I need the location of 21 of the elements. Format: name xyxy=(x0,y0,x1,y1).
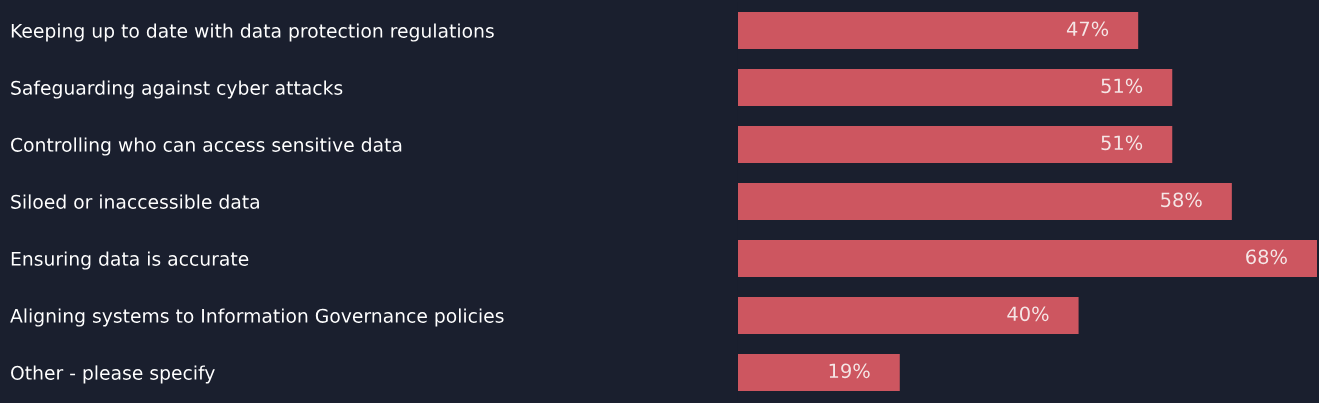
bar xyxy=(738,296,1079,335)
data-label: 58% xyxy=(1161,192,1202,208)
y-tick-label: Ensuring data is accurate xyxy=(11,251,249,270)
y-tick-label: Controlling who can access sensitive data xyxy=(11,137,402,156)
data-label: 51% xyxy=(1101,135,1143,151)
bar xyxy=(738,239,1317,278)
y-tick-label: Safeguarding against cyber attacks xyxy=(11,80,343,99)
data-label: 19% xyxy=(829,363,870,379)
data-label: 51% xyxy=(1101,78,1143,94)
bar xyxy=(738,125,1173,164)
y-tick-label: Aligning systems to Information Governance policies xyxy=(10,308,504,327)
y-tick-label: Keeping up to date with data protection regulations xyxy=(11,23,494,42)
bar xyxy=(738,11,1139,50)
data-label: 40% xyxy=(1007,306,1049,322)
bar xyxy=(738,353,900,392)
data-label: 68% xyxy=(1246,249,1287,265)
y-tick-label: Siloed or inaccessible data xyxy=(11,194,259,209)
bar xyxy=(738,68,1173,107)
bar xyxy=(738,182,1232,221)
y-tick-label: Other - please specify xyxy=(11,365,215,384)
data-label: 47% xyxy=(1066,21,1109,37)
